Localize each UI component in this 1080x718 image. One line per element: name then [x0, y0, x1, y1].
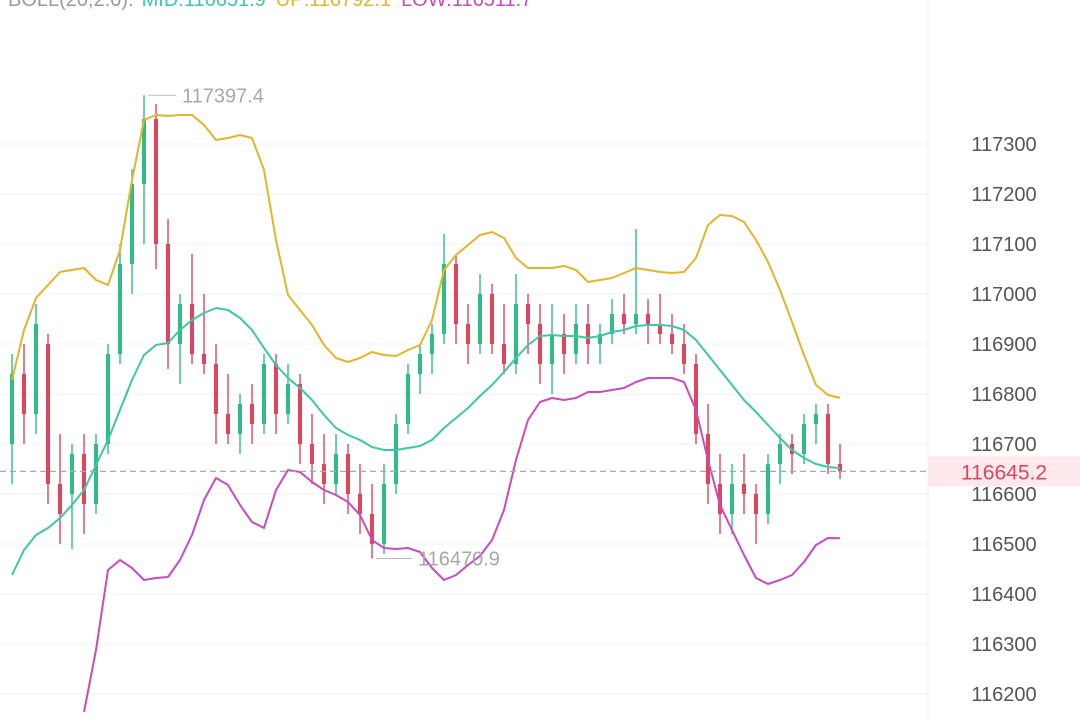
current-price-label: 116645.2: [961, 461, 1047, 484]
legend-name: UP:: [276, 0, 309, 11]
indicator-title: BOLL(20,2.0):: [8, 0, 134, 11]
legend-name: LOW:: [401, 0, 452, 11]
candle-body: [754, 494, 758, 514]
candle-body: [94, 444, 98, 504]
candle-body: [502, 344, 506, 364]
candle-body: [34, 324, 38, 414]
candle-body: [514, 304, 518, 364]
candle-body: [106, 354, 110, 444]
candle-body: [610, 314, 614, 334]
y-tick-label: 117200: [971, 184, 1036, 206]
min-label: 116470.9: [418, 549, 500, 571]
candle-body: [202, 354, 206, 364]
candle-body: [802, 424, 806, 454]
candle-body: [442, 264, 446, 334]
candle-body: [730, 484, 734, 514]
legend-value: 116792.1: [309, 0, 391, 11]
candle-body: [562, 334, 566, 354]
candle-body: [430, 334, 434, 354]
candle-body: [70, 454, 74, 494]
candle-body: [262, 364, 266, 424]
candle-body: [466, 324, 470, 344]
candle-body: [178, 304, 182, 344]
legend-value: 116511.7: [452, 0, 532, 11]
candle-body: [418, 354, 422, 374]
y-tick-label: 116700: [971, 434, 1036, 456]
candles: [10, 95, 842, 559]
candle-body: [766, 464, 770, 514]
candle-body: [10, 374, 14, 444]
candle-body: [646, 314, 650, 324]
candle-body: [742, 484, 746, 494]
candle-body: [454, 264, 458, 324]
y-tick-label: 116400: [971, 584, 1036, 606]
candle-body: [370, 514, 374, 544]
indicator-header: BOLL(20,2.0): MID: 116651.9 UP: 116792.1 LOW…: [8, 0, 532, 11]
y-tick-label: 117000: [971, 284, 1036, 306]
candle-body: [634, 314, 638, 324]
y-tick-label: 116500: [971, 534, 1036, 556]
candle-body: [394, 424, 398, 484]
bollinger-line: [11, 307, 841, 576]
candle-body: [814, 414, 818, 424]
candle-body: [406, 374, 410, 424]
candle-body: [346, 454, 350, 494]
candle-body: [82, 454, 86, 504]
candle-body: [622, 314, 626, 324]
candle-body: [322, 464, 326, 484]
candle-body: [682, 344, 686, 364]
candle-body: [694, 364, 698, 434]
grid: [0, 143, 928, 695]
candle-body: [658, 324, 662, 334]
candle-body: [670, 334, 674, 344]
candle-body: [538, 324, 542, 364]
candle-body: [358, 494, 362, 514]
y-tick-label: 117100: [971, 234, 1036, 256]
candle-body: [226, 414, 230, 434]
candle-body: [58, 484, 62, 514]
candle-body: [550, 334, 554, 364]
candle-body: [490, 294, 494, 344]
candle-body: [286, 384, 290, 414]
candle-body: [310, 444, 314, 464]
candle-body: [214, 364, 218, 414]
candle-body: [382, 484, 386, 544]
candle-body: [238, 404, 242, 434]
y-tick-label: 116200: [971, 684, 1036, 706]
candle-body: [154, 119, 158, 244]
candle-body: [526, 304, 530, 324]
y-tick-label: 116800: [971, 384, 1036, 406]
candle-body: [130, 184, 134, 264]
legend-value: 116651.9: [184, 0, 266, 11]
y-tick-label: 116600: [971, 484, 1036, 506]
candle-body: [190, 304, 194, 354]
candle-body: [298, 384, 302, 444]
y-tick-label: 117300: [971, 134, 1036, 156]
y-tick-label: 116300: [971, 634, 1036, 656]
candle-body: [142, 119, 146, 184]
candle-body: [274, 364, 278, 414]
candle-body: [586, 324, 590, 344]
bollinger-line: [11, 114, 841, 399]
current-price-box: [928, 456, 1080, 487]
candle-body: [46, 344, 50, 484]
y-tick-label: 116900: [971, 334, 1036, 356]
candle-body: [718, 484, 722, 514]
candle-body: [478, 294, 482, 344]
candle-body: [574, 324, 578, 354]
candle-body: [598, 334, 602, 344]
candle-body: [826, 414, 830, 464]
legend-name: MID:: [142, 0, 184, 11]
candle-body: [334, 454, 338, 484]
candle-body: [118, 264, 122, 354]
bollinger-line: [83, 377, 841, 713]
candle-body: [166, 244, 170, 344]
max-label: 117397.4: [182, 85, 264, 107]
candle-body: [250, 404, 254, 424]
candle-body: [22, 374, 26, 414]
candle-body: [778, 444, 782, 464]
